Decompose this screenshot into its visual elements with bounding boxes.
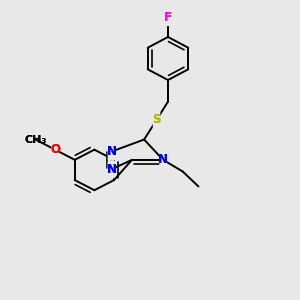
Text: CH₃: CH₃ [24, 135, 46, 145]
Text: CH₃: CH₃ [24, 135, 46, 145]
Text: N: N [158, 153, 168, 166]
Text: N: N [106, 145, 116, 158]
Text: N: N [106, 163, 116, 176]
Text: S: S [152, 113, 161, 126]
Text: N: N [158, 153, 168, 166]
Text: F: F [164, 11, 172, 23]
Text: F: F [164, 11, 172, 23]
Text: N: N [106, 145, 116, 158]
Text: O: O [50, 143, 60, 156]
Text: N: N [106, 163, 116, 176]
Text: S: S [152, 113, 161, 126]
Text: O: O [50, 143, 60, 156]
